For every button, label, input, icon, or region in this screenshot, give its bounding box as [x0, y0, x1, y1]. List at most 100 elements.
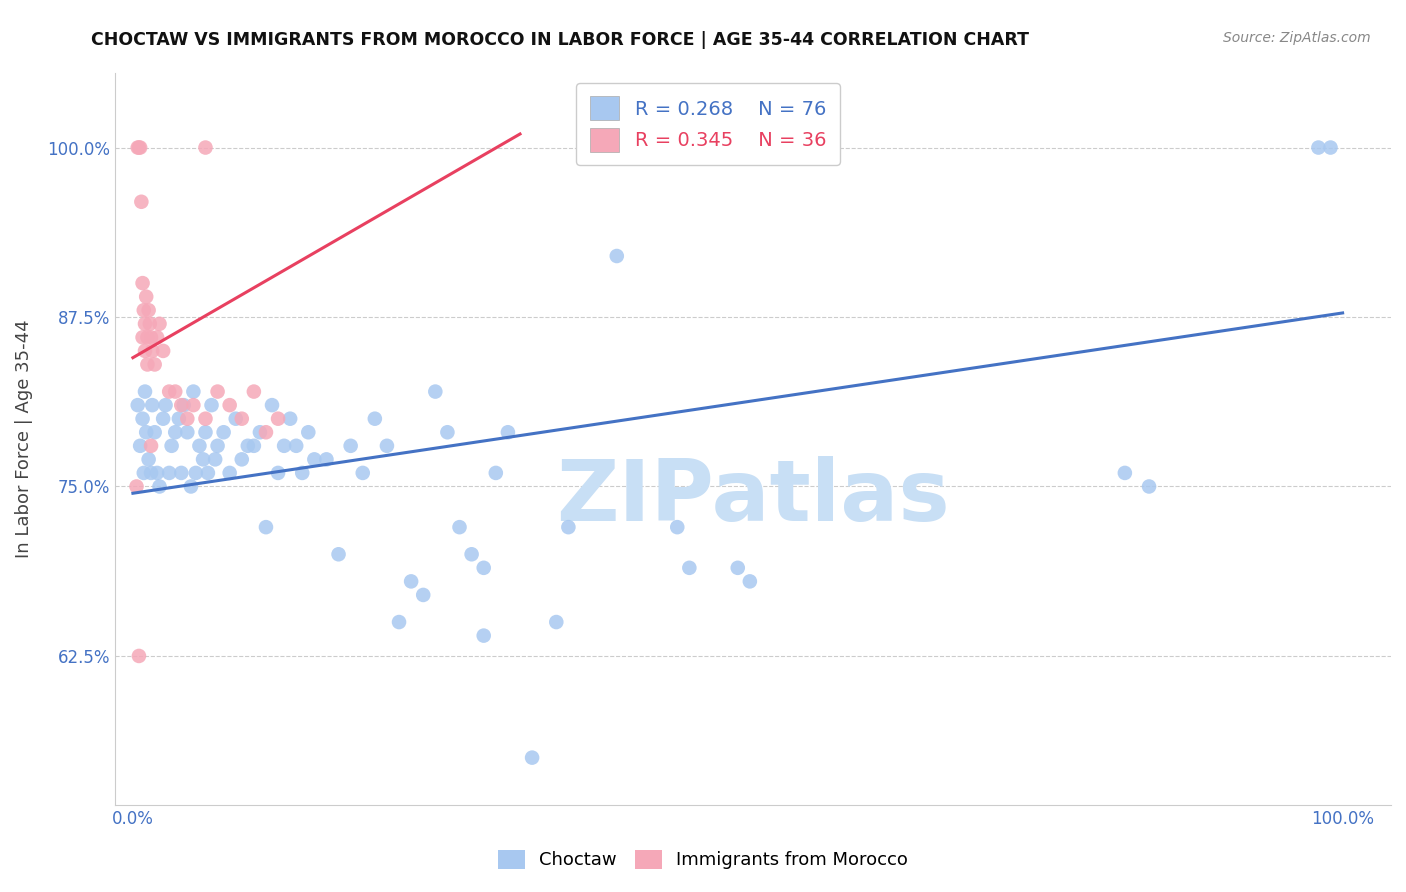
Point	[267, 466, 290, 480]
Point	[267, 411, 290, 425]
Point	[273, 439, 295, 453]
Point	[131, 330, 153, 344]
Point	[139, 330, 162, 344]
Point	[136, 330, 159, 344]
Point	[194, 411, 217, 425]
Point	[231, 411, 253, 425]
Point	[243, 384, 266, 399]
Point	[1319, 140, 1341, 154]
Point	[472, 629, 495, 643]
Point	[364, 411, 387, 425]
Point	[131, 411, 153, 425]
Point	[225, 411, 247, 425]
Point	[291, 466, 314, 480]
Point	[254, 520, 277, 534]
Point	[218, 466, 240, 480]
Point	[249, 425, 271, 440]
Point	[143, 358, 166, 372]
Legend: R = 0.268    N = 76, R = 0.345    N = 36: R = 0.268 N = 76, R = 0.345 N = 36	[576, 83, 839, 165]
Point	[375, 439, 398, 453]
Point	[141, 343, 163, 358]
Text: ZIPatlas: ZIPatlas	[555, 456, 949, 539]
Point	[139, 317, 162, 331]
Point	[134, 317, 156, 331]
Point	[207, 439, 229, 453]
Point	[496, 425, 519, 440]
Point	[160, 439, 183, 453]
Point	[143, 425, 166, 440]
Point	[606, 249, 628, 263]
Point	[183, 384, 205, 399]
Point	[184, 466, 207, 480]
Point	[165, 384, 187, 399]
Point	[176, 425, 198, 440]
Point	[170, 398, 193, 412]
Point	[165, 425, 187, 440]
Point	[167, 411, 190, 425]
Point	[136, 358, 159, 372]
Point	[449, 520, 471, 534]
Point	[399, 574, 422, 589]
Point	[141, 398, 163, 412]
Point	[191, 452, 214, 467]
Point	[139, 466, 162, 480]
Point	[134, 384, 156, 399]
Point	[194, 425, 217, 440]
Point	[152, 411, 174, 425]
Point	[212, 425, 235, 440]
Point	[155, 398, 177, 412]
Point	[132, 466, 155, 480]
Text: CHOCTAW VS IMMIGRANTS FROM MOROCCO IN LABOR FORCE | AGE 35-44 CORRELATION CHART: CHOCTAW VS IMMIGRANTS FROM MOROCCO IN LA…	[91, 31, 1029, 49]
Point	[148, 479, 170, 493]
Point	[139, 439, 162, 453]
Point	[183, 398, 205, 412]
Legend: Choctaw, Immigrants from Morocco: Choctaw, Immigrants from Morocco	[489, 841, 917, 879]
Point	[176, 411, 198, 425]
Point	[194, 140, 217, 154]
Point	[138, 303, 160, 318]
Point	[243, 439, 266, 453]
Point	[127, 140, 149, 154]
Point	[236, 439, 259, 453]
Point	[1137, 479, 1160, 493]
Y-axis label: In Labor Force | Age 35-44: In Labor Force | Age 35-44	[15, 319, 32, 558]
Point	[157, 384, 180, 399]
Point	[1114, 466, 1136, 480]
Point	[520, 750, 543, 764]
Point	[152, 343, 174, 358]
Point	[128, 648, 150, 663]
Point	[285, 439, 308, 453]
Point	[278, 411, 301, 425]
Point	[297, 425, 319, 440]
Point	[125, 479, 148, 493]
Point	[134, 343, 156, 358]
Point	[328, 547, 350, 561]
Point	[170, 466, 193, 480]
Point	[678, 561, 700, 575]
Point	[207, 384, 229, 399]
Point	[460, 547, 482, 561]
Point	[128, 140, 150, 154]
Point	[260, 398, 283, 412]
Point	[315, 452, 337, 467]
Point	[204, 452, 226, 467]
Point	[352, 466, 374, 480]
Point	[148, 317, 170, 331]
Point	[129, 140, 152, 154]
Point	[557, 520, 579, 534]
Point	[412, 588, 434, 602]
Point	[157, 466, 180, 480]
Point	[738, 574, 761, 589]
Point	[388, 615, 411, 629]
Point	[1308, 140, 1330, 154]
Point	[218, 398, 240, 412]
Point	[127, 398, 149, 412]
Point	[200, 398, 222, 412]
Point	[173, 398, 195, 412]
Point	[146, 466, 169, 480]
Point	[131, 194, 153, 209]
Point	[666, 520, 689, 534]
Point	[197, 466, 219, 480]
Point	[129, 439, 152, 453]
Point	[425, 384, 447, 399]
